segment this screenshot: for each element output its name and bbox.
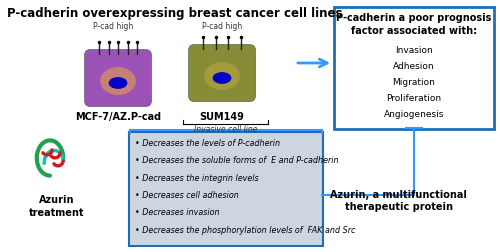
- Text: Migration: Migration: [392, 78, 436, 87]
- Text: P-cadherin overexpressing breast cancer cell lines: P-cadherin overexpressing breast cancer …: [7, 7, 343, 20]
- Text: Azurin, a multifunctional: Azurin, a multifunctional: [330, 190, 467, 200]
- Text: MCF-7/AZ.P-cad: MCF-7/AZ.P-cad: [75, 112, 161, 122]
- Ellipse shape: [100, 67, 136, 95]
- Text: Angiogenesis: Angiogenesis: [384, 110, 444, 119]
- Text: • Decreases cell adhesion: • Decreases cell adhesion: [135, 191, 239, 200]
- FancyBboxPatch shape: [334, 7, 494, 129]
- Text: Proliferation: Proliferation: [386, 94, 442, 103]
- FancyBboxPatch shape: [129, 132, 323, 246]
- Ellipse shape: [204, 62, 240, 90]
- Text: P-cadherin a poor prognosis
factor associated with:: P-cadherin a poor prognosis factor assoc…: [336, 13, 492, 36]
- FancyBboxPatch shape: [188, 45, 256, 102]
- Text: Invasion: Invasion: [395, 46, 433, 55]
- Text: Invasive cell line: Invasive cell line: [194, 125, 257, 134]
- Text: • Decreases the integrin levels: • Decreases the integrin levels: [135, 174, 258, 183]
- Text: therapeutic protein: therapeutic protein: [345, 202, 453, 212]
- Text: P-cad high: P-cad high: [202, 22, 242, 31]
- Text: SUM149: SUM149: [200, 112, 244, 122]
- Text: • Decreases the levels of P-cadherin: • Decreases the levels of P-cadherin: [135, 139, 280, 148]
- Ellipse shape: [213, 73, 231, 83]
- FancyBboxPatch shape: [84, 49, 152, 107]
- Text: P-cad high: P-cad high: [93, 22, 133, 31]
- Text: • Decreases the soluble forms of  E and P-cadherin: • Decreases the soluble forms of E and P…: [135, 156, 338, 165]
- Text: Azurin
treatment: Azurin treatment: [29, 195, 85, 218]
- Text: • Decreases invasion: • Decreases invasion: [135, 208, 220, 217]
- Ellipse shape: [29, 139, 71, 177]
- Ellipse shape: [109, 78, 127, 88]
- Text: • Decreases the phosphorylation levels of  FAK and Src: • Decreases the phosphorylation levels o…: [135, 226, 356, 235]
- Text: Adhesion: Adhesion: [393, 62, 435, 71]
